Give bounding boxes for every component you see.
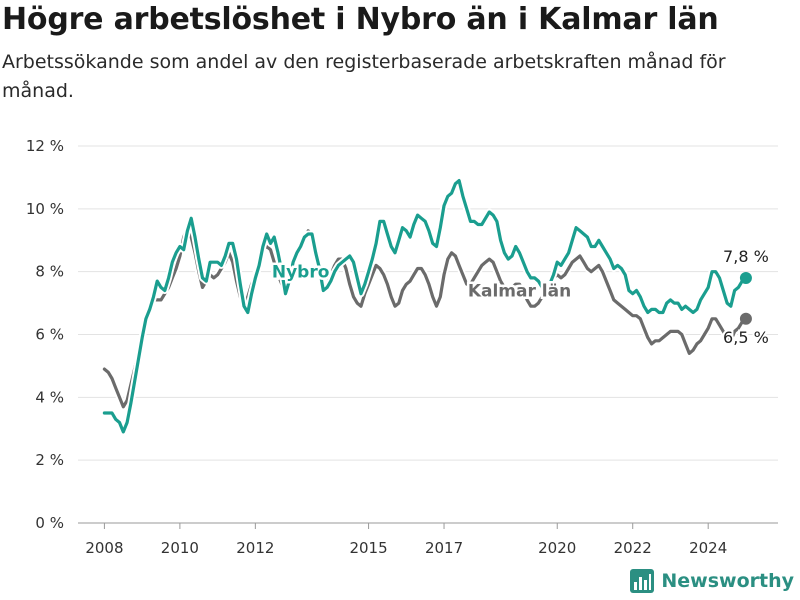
y-tick-label: 0 % [35, 514, 64, 532]
x-tick-label: 2008 [85, 539, 123, 557]
nybro-line [102, 179, 748, 434]
series-lines [102, 177, 749, 436]
kalmar-lan-series-label: Kalmar län [468, 282, 571, 302]
kalmar-lan-end-label: 6,5 % [723, 328, 769, 347]
x-tick-label: 2015 [349, 539, 387, 557]
x-tick-label: 2022 [614, 539, 652, 557]
brand-logo: Newsworthy [629, 568, 794, 594]
series-labels: 7,8 % 6,5 % Nybro Kalmar län [269, 245, 770, 349]
y-tick-label: 6 % [35, 326, 64, 344]
y-tick-label: 10 % [26, 200, 64, 218]
x-tick-label: 2012 [236, 539, 274, 557]
nybro-end-point [739, 271, 752, 284]
kalmar-lan-line [102, 226, 748, 409]
x-axis: 2008 2010 2012 2015 2017 2020 2022 2024 [85, 523, 727, 557]
y-tick-label: 2 % [35, 451, 64, 469]
y-tick-label: 4 % [35, 388, 64, 406]
x-tick-label: 2017 [425, 539, 463, 557]
y-tick-label: 8 % [35, 263, 64, 281]
x-tick-label: 2010 [161, 539, 199, 557]
nybro-end-label: 7,8 % [723, 247, 769, 266]
newsworthy-logo-icon [630, 569, 655, 593]
x-tick-label: 2024 [689, 539, 727, 557]
nybro-line-halo [104, 177, 749, 436]
y-axis: 0 % 2 % 4 % 6 % 8 % 10 % 12 % [26, 137, 64, 532]
page-subtitle: Arbetssökande som andel av den registerb… [2, 51, 726, 102]
kalmar-lan-end-point [739, 312, 752, 325]
x-tick-label: 2020 [538, 539, 576, 557]
page-title: Högre arbetslöshet i Nybro än i Kalmar l… [2, 2, 719, 37]
nybro-series-label: Nybro [272, 263, 330, 283]
y-tick-label: 12 % [26, 137, 64, 155]
brand-name: Newsworthy [661, 570, 794, 592]
